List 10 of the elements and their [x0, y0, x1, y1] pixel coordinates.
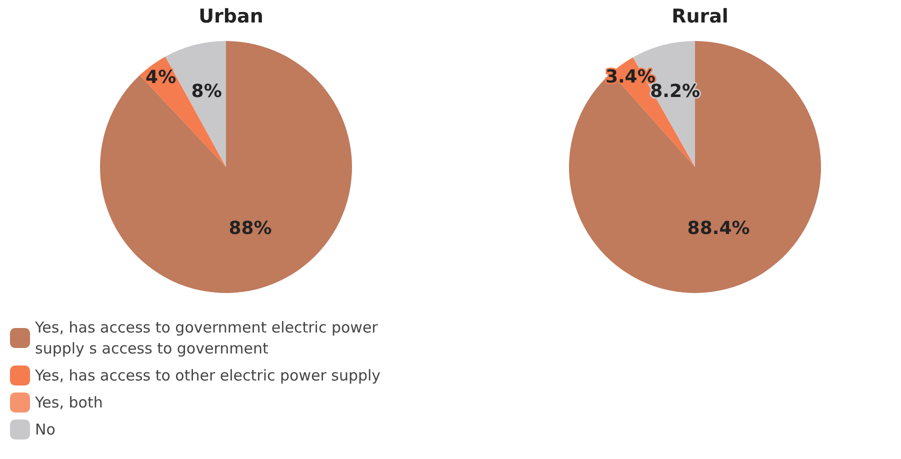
legend-label: No	[35, 420, 56, 438]
slice-label: Rural	[672, 6, 728, 28]
legend-label: Yes, has access to other electric power supply	[34, 366, 381, 384]
legend-label: Yes, has access to government electric power supply s access to government	[34, 318, 383, 358]
data-label: 4%	[146, 66, 176, 88]
slice-label: Urban	[198, 6, 264, 28]
data-label: 8%	[191, 80, 222, 102]
legend-label: Yes, both	[34, 394, 103, 412]
data-label: 88%	[228, 218, 272, 239]
data-label: 88.4%	[687, 218, 750, 240]
